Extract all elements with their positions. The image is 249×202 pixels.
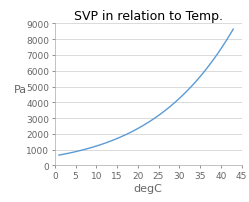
X-axis label: degC: degC (134, 183, 163, 193)
Title: SVP in relation to Temp.: SVP in relation to Temp. (74, 10, 223, 23)
Y-axis label: Pa: Pa (14, 85, 27, 95)
